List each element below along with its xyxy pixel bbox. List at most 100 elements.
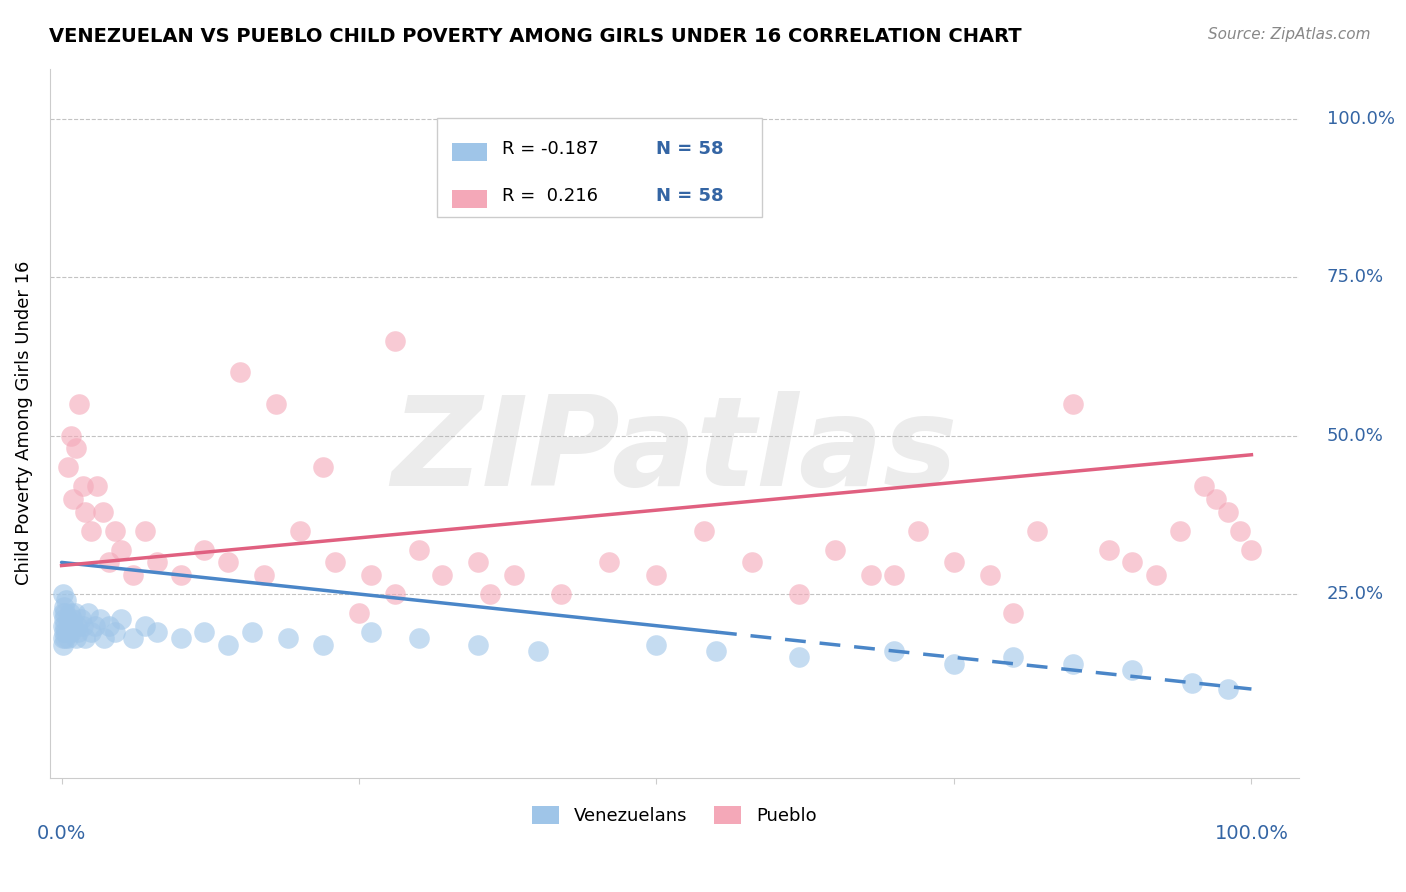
Point [1144, 568, 1167, 582]
Point [240, 625, 263, 640]
Point [193, 625, 215, 640]
Point [110, 612, 132, 626]
Point [52, 606, 75, 620]
Point [134, 618, 156, 632]
Point [98, 555, 121, 569]
Point [408, 542, 430, 557]
Point [56, 632, 79, 646]
Text: 75.0%: 75.0% [1326, 268, 1384, 286]
Point [1098, 542, 1121, 557]
Point [942, 657, 965, 671]
Point [467, 638, 489, 652]
Point [478, 587, 501, 601]
Point [53, 632, 76, 646]
Point [598, 555, 620, 569]
Point [63, 606, 86, 620]
Text: R =  0.216: R = 0.216 [502, 187, 598, 205]
Point [360, 568, 382, 582]
Point [56, 460, 79, 475]
Point [145, 555, 167, 569]
Point [1121, 555, 1143, 569]
Point [704, 644, 727, 658]
Point [645, 638, 668, 652]
Point [645, 568, 668, 582]
Point [1205, 492, 1227, 507]
Legend: Venezuelans, Pueblo: Venezuelans, Pueblo [524, 798, 824, 832]
Point [741, 555, 763, 569]
Point [91, 505, 114, 519]
Text: Source: ZipAtlas.com: Source: ZipAtlas.com [1208, 27, 1371, 42]
Point [1062, 397, 1084, 411]
Point [693, 524, 716, 538]
Point [52, 618, 75, 632]
Point [787, 587, 810, 601]
Point [432, 568, 454, 582]
Point [52, 612, 75, 626]
Point [347, 606, 370, 620]
Point [1216, 681, 1239, 696]
Point [98, 618, 121, 632]
Text: R = -0.187: R = -0.187 [502, 140, 599, 159]
Point [169, 632, 191, 646]
Point [52, 632, 75, 646]
Point [277, 632, 299, 646]
Point [53, 618, 76, 632]
Point [52, 638, 75, 652]
Point [83, 618, 105, 632]
Point [65, 632, 87, 646]
Point [253, 568, 276, 582]
Point [1002, 650, 1025, 665]
Text: N = 58: N = 58 [655, 187, 723, 205]
Point [72, 618, 94, 632]
Point [55, 625, 77, 640]
Point [942, 555, 965, 569]
Point [1026, 524, 1049, 538]
Y-axis label: Child Poverty Among Girls Under 16: Child Poverty Among Girls Under 16 [15, 261, 32, 585]
Point [384, 334, 406, 348]
Point [80, 625, 103, 640]
Point [65, 442, 87, 456]
Point [52, 587, 75, 601]
Point [122, 632, 145, 646]
Point [907, 524, 929, 538]
Point [76, 606, 98, 620]
Point [193, 542, 215, 557]
Point [859, 568, 882, 582]
FancyBboxPatch shape [451, 190, 486, 208]
Point [467, 555, 489, 569]
Point [67, 397, 90, 411]
Text: ZIPatlas: ZIPatlas [391, 391, 957, 512]
Point [53, 606, 76, 620]
Point [502, 568, 524, 582]
Text: VENEZUELAN VS PUEBLO CHILD POVERTY AMONG GIRLS UNDER 16 CORRELATION CHART: VENEZUELAN VS PUEBLO CHILD POVERTY AMONG… [49, 27, 1022, 45]
Point [824, 542, 846, 557]
Point [75, 505, 97, 519]
Point [60, 429, 83, 443]
Point [312, 460, 335, 475]
Point [59, 606, 82, 620]
Point [408, 632, 430, 646]
Text: 50.0%: 50.0% [1326, 426, 1384, 445]
Point [217, 555, 239, 569]
Point [52, 599, 75, 614]
Point [80, 524, 103, 538]
Point [883, 644, 905, 658]
Text: 25.0%: 25.0% [1326, 585, 1384, 603]
Point [62, 492, 84, 507]
Point [1168, 524, 1191, 538]
Point [288, 524, 311, 538]
Point [56, 612, 79, 626]
Point [86, 479, 108, 493]
Point [1002, 606, 1025, 620]
Point [60, 612, 83, 626]
Point [134, 524, 156, 538]
Point [69, 612, 91, 626]
Point [93, 632, 115, 646]
Point [550, 587, 572, 601]
Point [360, 625, 382, 640]
Text: 100.0%: 100.0% [1326, 111, 1395, 128]
Point [1216, 505, 1239, 519]
Text: 100.0%: 100.0% [1215, 824, 1288, 843]
Point [62, 618, 84, 632]
Point [323, 555, 346, 569]
